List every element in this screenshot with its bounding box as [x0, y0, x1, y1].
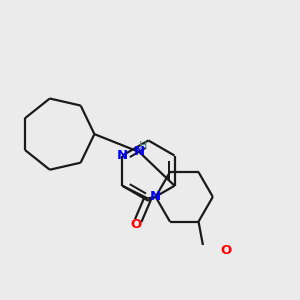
Text: N: N — [134, 146, 145, 158]
Text: N: N — [117, 149, 128, 162]
Text: O: O — [221, 244, 232, 257]
Text: N: N — [150, 190, 161, 203]
Text: O: O — [130, 218, 141, 231]
Text: H: H — [139, 141, 147, 151]
